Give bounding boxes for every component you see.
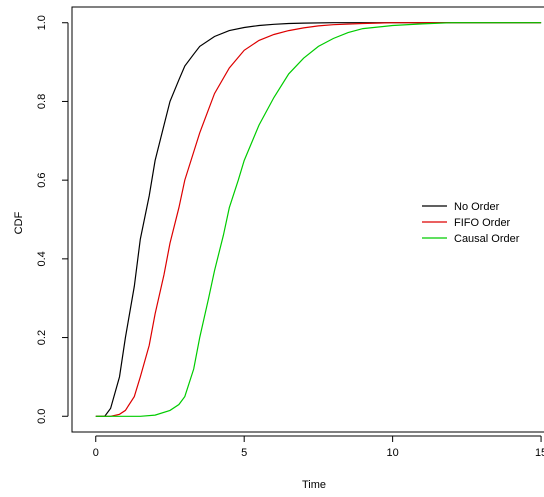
y-tick-label: 0.6 bbox=[36, 172, 48, 187]
y-axis: 0.0 0.2 0.4 0.6 0.8 1.0 bbox=[36, 15, 69, 424]
y-tick-label: 1.0 bbox=[36, 15, 48, 30]
x-tick-label: 0 bbox=[93, 447, 99, 459]
x-tick-label: 15 bbox=[535, 447, 544, 459]
y-tick-label: 0.2 bbox=[36, 330, 48, 345]
plot-frame bbox=[71, 6, 544, 433]
legend-label: Causal Order bbox=[454, 233, 520, 245]
y-tick-label: 0.4 bbox=[36, 251, 48, 266]
x-axis: 0 5 10 15 bbox=[93, 435, 544, 459]
x-axis-title: Time bbox=[302, 479, 326, 491]
x-tick-label: 10 bbox=[387, 447, 399, 459]
series-line-no-order bbox=[95, 22, 542, 417]
legend-label: No Order bbox=[454, 201, 500, 213]
x-tick-label: 5 bbox=[241, 447, 247, 459]
y-tick-label: 0.8 bbox=[36, 94, 48, 109]
series-layer bbox=[95, 22, 542, 417]
y-axis-title: CDF bbox=[13, 211, 25, 234]
series-line-fifo-order bbox=[95, 22, 542, 417]
series-line-causal-order bbox=[95, 22, 542, 417]
legend-label: FIFO Order bbox=[454, 217, 511, 229]
legend: No Order FIFO Order Causal Order bbox=[422, 201, 520, 245]
y-tick-label: 0.0 bbox=[36, 409, 48, 424]
